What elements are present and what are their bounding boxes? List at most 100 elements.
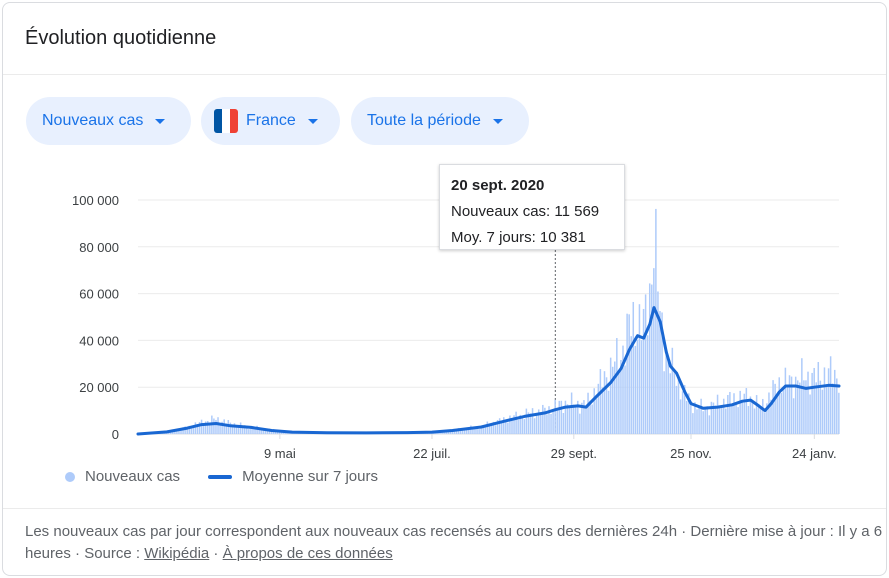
- source-link[interactable]: Wikipédia: [144, 545, 210, 562]
- cases-bar: [807, 371, 809, 434]
- cases-bar: [792, 398, 795, 434]
- cases-bar: [560, 400, 563, 434]
- cases-bar: [241, 426, 244, 434]
- x-tick-label: 24 janv.: [792, 446, 837, 461]
- cases-bar: [671, 347, 674, 434]
- cases-bar: [735, 403, 737, 434]
- cases-bar: [544, 407, 546, 434]
- cases-bar: [764, 412, 766, 434]
- cases-bar: [505, 421, 507, 434]
- cases-bar: [492, 421, 495, 434]
- cases-bar: [817, 362, 820, 434]
- country-dropdown[interactable]: France: [201, 97, 340, 145]
- footer-separator: ·: [209, 545, 223, 562]
- cases-bar: [655, 208, 657, 434]
- caret-down-icon: [155, 118, 166, 124]
- cases-bar: [258, 428, 260, 434]
- cases-bar: [233, 423, 236, 434]
- cases-bar: [796, 380, 799, 434]
- cases-bar: [209, 422, 211, 434]
- cases-bar: [700, 398, 702, 434]
- x-tick-label: 9 mai: [264, 446, 296, 461]
- cases-bar: [720, 407, 723, 434]
- cases-bar: [648, 283, 651, 434]
- cases-bar: [749, 396, 752, 434]
- cases-bar: [653, 268, 655, 434]
- cases-bar: [478, 429, 480, 434]
- cases-bar: [593, 388, 595, 434]
- cases-bar: [665, 355, 667, 434]
- cases-bar: [494, 425, 497, 434]
- cases-bar: [496, 419, 499, 434]
- cases-bar: [743, 393, 746, 434]
- about-data-link[interactable]: À propos de ces données: [222, 545, 393, 562]
- cases-bar: [572, 404, 575, 434]
- card-title: Évolution quotidienne: [25, 27, 217, 49]
- cases-bar: [622, 345, 624, 434]
- cases-bar: [180, 429, 182, 434]
- cases-bar: [753, 408, 756, 434]
- cases-bar: [813, 367, 815, 434]
- metric-dropdown[interactable]: Nouveaux cas: [26, 97, 191, 145]
- cases-bar: [632, 301, 635, 434]
- cases-bar: [657, 291, 659, 434]
- cases-bar: [200, 419, 203, 434]
- cases-bar: [690, 403, 692, 434]
- cases-bar: [529, 413, 532, 434]
- cases-bar: [831, 383, 834, 434]
- cases-bar: [178, 428, 180, 434]
- cases-bar: [667, 355, 669, 434]
- cases-bar: [455, 429, 458, 434]
- cases-bar: [517, 419, 519, 434]
- cases-bar: [708, 415, 711, 434]
- cases-bar: [780, 393, 783, 434]
- cases-bar: [507, 422, 509, 434]
- cases-bar: [628, 314, 630, 434]
- cases-bar: [566, 404, 569, 434]
- cases-bar: [225, 423, 227, 434]
- cases-bar: [202, 425, 205, 434]
- cases-bar: [490, 424, 493, 434]
- cases-bar: [640, 340, 643, 434]
- cases-legend-label: Nouveaux cas: [85, 468, 181, 485]
- cases-bar: [577, 400, 579, 434]
- cases-bar: [223, 419, 225, 434]
- cases-bar: [778, 377, 780, 434]
- cases-bar: [237, 425, 240, 434]
- cases-bar: [587, 392, 589, 434]
- cases-bar: [474, 426, 476, 434]
- cases-bar: [784, 367, 787, 434]
- cases-bar: [825, 384, 828, 434]
- cases-bar: [239, 422, 242, 434]
- cases-bar: [554, 399, 556, 434]
- cases-bar: [548, 406, 550, 434]
- cases-bar: [624, 365, 626, 434]
- cases-bar: [585, 407, 587, 434]
- tooltip-date: 20 sept. 2020: [451, 177, 545, 194]
- cases-bar: [739, 390, 741, 434]
- cases-bar: [463, 427, 466, 434]
- cases-bar: [583, 400, 585, 434]
- cases-bar: [819, 380, 822, 434]
- cases-bar: [556, 408, 558, 434]
- cases-bar: [646, 335, 649, 434]
- cases-bar: [217, 417, 219, 434]
- cases-bar: [757, 404, 760, 434]
- period-dropdown[interactable]: Toute la période: [351, 97, 529, 145]
- cases-bar: [574, 404, 577, 434]
- cases-bar: [722, 398, 725, 434]
- cases-bar: [642, 308, 645, 434]
- cases-bar: [626, 313, 628, 434]
- cases-bar: [262, 428, 264, 434]
- cases-bar: [829, 356, 832, 434]
- cases-bar: [192, 427, 195, 434]
- divider: [3, 508, 886, 509]
- cases-bar: [651, 284, 653, 434]
- cases-bar: [252, 427, 254, 434]
- cases-bar: [706, 406, 709, 434]
- cases-bar: [527, 412, 530, 434]
- cases-bar: [476, 426, 478, 434]
- cases-bar: [550, 413, 552, 434]
- cases-bar: [535, 414, 538, 434]
- cases-bar: [519, 414, 521, 434]
